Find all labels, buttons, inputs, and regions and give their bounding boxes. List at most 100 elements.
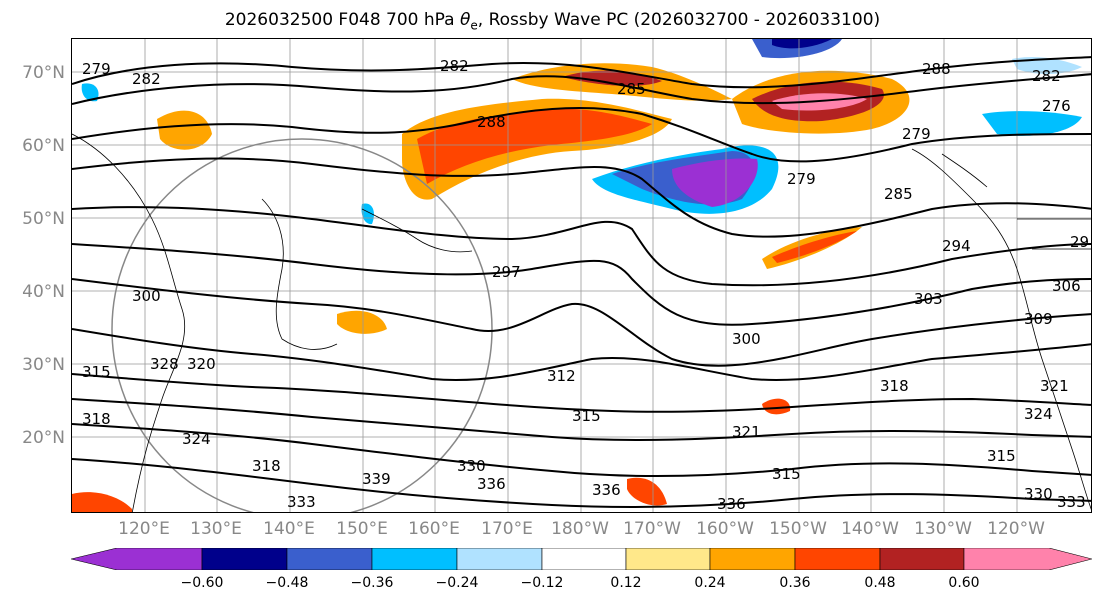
colorbar-tick-label: −0.48 [265,575,309,591]
positive-anomaly-region [72,492,132,512]
contour-label: 288 [922,60,951,78]
lon-label: 120°E [118,519,170,539]
colorbar-tick-label: 0.36 [779,575,811,591]
positive-anomaly-region [772,231,857,263]
colorbar-tick-label: 0.12 [610,575,642,591]
contour-label: 288 [477,113,506,131]
lat-label-40n: 40°N [22,282,65,302]
colorbar-tick-label: −0.12 [520,575,564,591]
contour-label: 330 [1024,485,1053,503]
contour-label: 336 [717,495,746,513]
colorbar-segment [71,548,203,570]
lon-label: 130°W [914,519,972,539]
contour-label: 309 [1024,310,1053,328]
lon-label: 150°E [336,519,388,539]
contour-label: 321 [1040,377,1069,395]
contour-label: 321 [732,423,761,441]
colorbar-tick-label: −0.36 [350,575,394,591]
positive-anomaly-region [157,110,212,150]
negative-anomaly-region [81,83,99,102]
contour-label: 303 [914,290,943,308]
colorbar-segment [709,548,796,570]
lon-label: 130°E [190,519,242,539]
contour-label: 312 [547,367,576,385]
positive-anomaly-region [762,398,791,415]
lon-label: 170°W [623,519,681,539]
lat-label-50n: 50°N [22,209,65,229]
contour-label: 294 [942,237,971,255]
map-panel: 279 282 282 285 288 288 282 276 279 279 … [71,38,1092,513]
contour-label: 315 [82,363,111,381]
contour-label: 333 [1057,493,1086,511]
lat-label-20n: 20°N [22,428,65,448]
lon-label: 160°E [408,519,460,539]
contour-label: 297 [492,263,521,281]
contour-label: 318 [82,410,111,428]
negative-anomaly-region [982,111,1082,136]
anomaly-shading [72,39,1082,512]
contour-label: 330 [457,457,486,475]
colorbar-tick-label: 0.24 [694,575,726,591]
negative-anomaly-region [672,158,758,207]
lon-label: 120°W [987,519,1045,539]
lon-label: 150°W [769,519,827,539]
colorbar-segment [625,548,711,570]
coastlines [72,133,1091,512]
colorbar-segment [879,548,965,570]
lat-label-30n: 30°N [22,355,65,375]
colorbar-tick-label: 0.48 [864,575,896,591]
contour-label: 318 [252,457,281,475]
theta-e-contours [72,56,1091,508]
lon-label: 160°W [696,519,754,539]
contour-label: 282 [132,70,161,88]
contour-label: 300 [132,287,161,305]
contour-label: 315 [772,465,801,483]
lat-label-60n: 60°N [22,136,65,156]
map-canvas: 279 282 282 285 288 288 282 276 279 279 … [72,39,1091,513]
contour-label: 279 [902,125,931,143]
colorbar-segment [456,548,543,570]
contour-label: 328 [150,355,179,373]
positive-anomaly-region [417,108,652,184]
contour-label: 315 [987,447,1016,465]
contour-label: 282 [440,57,469,75]
colorbar-segment [541,548,627,570]
colorbar-segment [963,548,1092,570]
contour-label: 336 [477,475,506,493]
contour-label: 336 [592,481,621,499]
negative-anomaly-region [772,39,832,49]
colorbar-segment [371,548,458,570]
lon-label: 170°E [481,519,533,539]
lon-label: 180°W [551,519,609,539]
contour-label: 282 [1032,67,1061,85]
contour-labels: 279 282 282 285 288 288 282 276 279 279 … [82,57,1089,513]
reference-circle [111,138,493,512]
contour-label: 333 [287,493,316,511]
contour-label: 279 [82,60,111,78]
colorbar-segment [286,548,373,570]
colorbar-segment [794,548,881,570]
contour-label: 300 [732,330,761,348]
contour-label: 320 [187,355,216,373]
colorbar [71,548,1092,570]
contour-label: 306 [1052,277,1081,295]
lon-label: 140°E [263,519,315,539]
colorbar-tick-label: −0.24 [435,575,479,591]
contour-label: 285 [617,80,646,98]
lon-label: 140°W [841,519,899,539]
lat-label-70n: 70°N [22,63,65,83]
contour-label: 315 [572,407,601,425]
figure-title: 2026032500 F048 700 hPa θe, Rossby Wave … [224,10,881,33]
contour-label: 324 [1024,405,1053,423]
negative-anomaly-region [361,203,374,225]
contour-label: 318 [880,377,909,395]
contour-label: 279 [787,170,816,188]
colorbar-tick-label: 0.60 [948,575,980,591]
colorbar-tick-label: −0.60 [180,575,224,591]
colorbar-segment [201,548,288,570]
contour-label: 339 [362,470,391,488]
contour-label: 324 [182,430,211,448]
contour-label: 29 [1070,233,1089,251]
contour-label: 285 [884,185,913,203]
positive-anomaly-region [627,477,667,506]
